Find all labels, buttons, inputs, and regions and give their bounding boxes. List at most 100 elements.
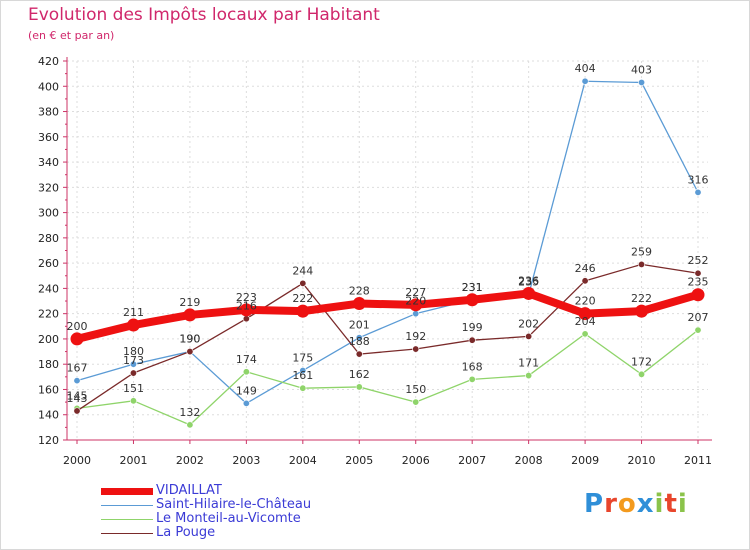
chart-title: Evolution des Impôts locaux par Habitant xyxy=(28,5,380,25)
data-point xyxy=(412,310,420,318)
data-label: 162 xyxy=(349,368,370,381)
data-label: 207 xyxy=(688,311,709,324)
data-point xyxy=(412,398,420,406)
data-point xyxy=(186,348,194,356)
data-point xyxy=(638,260,646,268)
data-label: 211 xyxy=(123,306,144,319)
y-tick-label: 300 xyxy=(38,207,59,220)
data-label: 151 xyxy=(123,382,144,395)
data-label: 236 xyxy=(518,274,539,287)
x-tick-label: 2005 xyxy=(345,454,373,467)
data-point xyxy=(581,330,589,338)
data-label: 404 xyxy=(575,62,596,75)
data-point xyxy=(126,318,140,332)
y-tick-label: 380 xyxy=(38,106,59,119)
data-point xyxy=(694,269,702,277)
data-label: 132 xyxy=(179,406,200,419)
data-label: 180 xyxy=(123,345,144,358)
data-label: 173 xyxy=(123,354,144,367)
y-tick-label: 200 xyxy=(38,333,59,346)
x-tick-label: 2002 xyxy=(176,454,204,467)
y-tick-label: 260 xyxy=(38,257,59,270)
x-tick-label: 2000 xyxy=(63,454,91,467)
data-label: 145 xyxy=(67,389,88,402)
data-label: 231 xyxy=(462,281,483,294)
x-tick-label: 2003 xyxy=(232,454,260,467)
series-line xyxy=(76,80,699,405)
y-tick-label: 400 xyxy=(38,80,59,93)
data-point xyxy=(412,345,420,353)
data-label: 172 xyxy=(631,355,652,368)
legend-label: La Pouge xyxy=(156,525,216,540)
data-label: 228 xyxy=(349,285,370,298)
legend-label: VIDAILLAT xyxy=(156,483,222,498)
data-point xyxy=(638,78,646,86)
data-point xyxy=(129,369,137,377)
data-label: 246 xyxy=(575,262,596,275)
legend-swatch xyxy=(101,505,153,506)
data-label: 150 xyxy=(405,383,426,396)
x-tick-label: 2009 xyxy=(571,454,599,467)
legend-swatch xyxy=(101,533,153,534)
data-label: 216 xyxy=(236,300,257,313)
y-tick-label: 240 xyxy=(38,282,59,295)
x-tick-label: 2001 xyxy=(119,454,147,467)
data-point xyxy=(186,421,194,429)
data-label: 259 xyxy=(631,245,652,258)
data-label: 201 xyxy=(349,319,370,332)
data-point xyxy=(691,288,705,302)
data-point xyxy=(242,399,250,407)
data-point xyxy=(578,307,592,321)
logo-letter: i xyxy=(677,489,688,519)
data-point xyxy=(468,375,476,383)
data-point xyxy=(355,334,363,342)
logo-letter: o xyxy=(617,489,637,519)
data-label: 202 xyxy=(518,317,539,330)
data-label: 143 xyxy=(67,392,88,405)
data-point xyxy=(352,297,366,311)
data-label: 227 xyxy=(405,286,426,299)
data-point xyxy=(694,326,702,334)
data-point xyxy=(638,370,646,378)
data-point xyxy=(242,315,250,323)
data-label: 192 xyxy=(405,330,426,343)
data-point xyxy=(239,303,253,317)
logo-letter: r xyxy=(604,489,618,519)
data-label: 167 xyxy=(67,362,88,375)
data-label: 168 xyxy=(462,360,483,373)
data-label: 316 xyxy=(688,173,709,186)
data-point xyxy=(296,304,310,318)
y-tick-label: 220 xyxy=(38,308,59,321)
y-tick-label: 420 xyxy=(38,55,59,68)
logo-letter: t xyxy=(664,489,678,519)
legend-item: Le Monteil-au-Vicomte xyxy=(101,511,421,526)
series-line xyxy=(76,289,700,343)
legend-item: La Pouge xyxy=(101,525,421,540)
legend-swatch xyxy=(101,488,153,495)
data-label: 204 xyxy=(575,315,596,328)
legend-swatch xyxy=(101,519,153,520)
data-label: 200 xyxy=(67,320,88,333)
y-tick-label: 160 xyxy=(38,383,59,396)
data-point xyxy=(522,286,536,300)
y-tick-label: 120 xyxy=(38,434,59,447)
y-tick-label: 280 xyxy=(38,232,59,245)
data-point xyxy=(409,298,423,312)
x-tick-label: 2010 xyxy=(628,454,656,467)
y-tick-label: 360 xyxy=(38,131,59,144)
series-line xyxy=(76,263,699,412)
data-point xyxy=(73,377,81,385)
data-label: 171 xyxy=(518,357,539,370)
data-label: 219 xyxy=(179,296,200,309)
data-label: 175 xyxy=(292,352,313,365)
proxiti-logo: Proxiti xyxy=(584,489,688,519)
data-point xyxy=(299,367,307,375)
data-point xyxy=(299,384,307,392)
data-label: 149 xyxy=(236,384,257,397)
logo-letter: P xyxy=(584,489,605,519)
data-point xyxy=(73,407,81,415)
data-label: 235 xyxy=(518,276,539,289)
legend-item: Saint-Hilaire-le-Château xyxy=(101,497,421,512)
data-label: 220 xyxy=(575,295,596,308)
